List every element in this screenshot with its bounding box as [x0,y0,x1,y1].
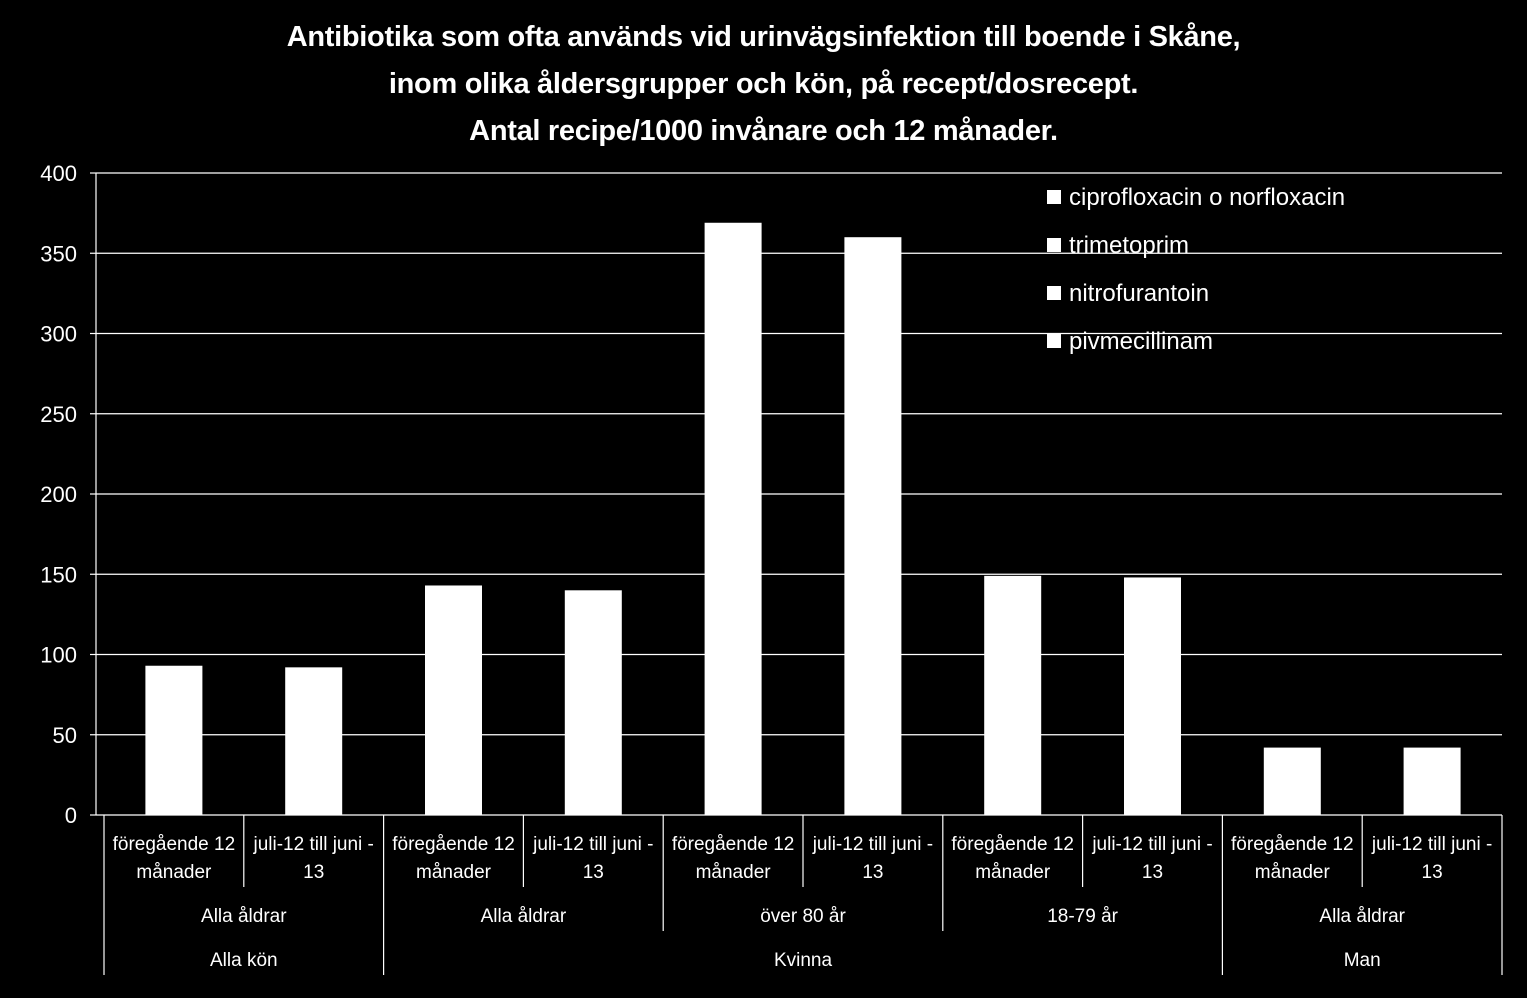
legend-label: ciprofloxacin o norfloxacin [1069,184,1345,211]
x-age-group-label: Alla åldrar [1319,906,1405,927]
x-age-group-label: 18-79 år [1047,906,1118,927]
x-period-label-line1: föregående 12 [113,834,236,855]
x-period-label-line2: 13 [862,862,883,883]
legend-swatch [1047,238,1061,252]
bar [844,237,902,815]
x-period-label-line2: 13 [1142,862,1163,883]
bar [145,665,203,815]
y-tick-label: 50 [53,723,77,748]
y-tick-label: 300 [40,322,77,347]
y-tick-label: 400 [40,161,77,186]
x-age-group-label: över 80 år [760,906,846,927]
title-line-2: inom olika åldersgrupper och kön, på rec… [388,68,1139,100]
bar [984,575,1042,815]
x-sex-group-label: Kvinna [774,950,833,971]
bar [564,590,622,815]
x-sex-group-label: Man [1344,950,1381,971]
y-tick-label: 350 [40,241,77,266]
legend-swatch [1047,334,1061,348]
bar [1263,747,1321,815]
y-tick-label: 150 [40,562,77,587]
x-period-label-line2: månader [136,862,212,883]
x-period-label-line1: juli-12 till juni - [253,834,374,855]
legend-label: nitrofurantoin [1069,280,1209,307]
bar [1403,747,1461,815]
x-age-group-label: Alla åldrar [201,906,287,927]
x-period-label-line1: föregående 12 [392,834,515,855]
title-line-1: Antibiotika som ofta används vid urinväg… [286,21,1241,53]
bar [285,667,343,815]
legend-swatch [1047,286,1061,300]
x-period-label-line2: månader [975,862,1051,883]
bar [425,585,482,815]
x-period-label-line1: juli-12 till juni - [532,834,653,855]
x-period-label-line1: juli-12 till juni - [812,834,933,855]
x-period-label-line2: 13 [303,862,324,883]
x-period-label-line2: 13 [583,862,604,883]
x-period-label-line1: föregående 12 [672,834,795,855]
bar [704,222,762,815]
x-period-label-line1: juli-12 till juni - [1371,834,1492,855]
x-period-label-line1: föregående 12 [1231,834,1354,855]
x-period-label-line2: månader [416,862,492,883]
bar [1124,577,1181,815]
y-tick-label: 100 [40,643,77,668]
legend-label: pivmecillinam [1069,328,1213,355]
x-period-label-line1: föregående 12 [951,834,1074,855]
x-sex-group-label: Alla kön [210,950,278,971]
x-period-label-line1: juli-12 till juni - [1091,834,1212,855]
title-line-3: Antal recipe/1000 invånare och 12 månade… [469,115,1058,147]
x-period-label-line2: månader [1255,862,1331,883]
x-age-group-label: Alla åldrar [481,906,567,927]
chart-title: Antibiotika som ofta används vid urinväg… [0,14,1527,155]
x-period-label-line2: 13 [1422,862,1443,883]
y-tick-label: 200 [40,482,77,507]
y-tick-label: 0 [65,803,77,828]
x-period-label-line2: månader [696,862,772,883]
legend-swatch [1047,190,1061,204]
legend-label: trimetoprim [1069,232,1189,259]
y-tick-label: 250 [40,402,77,427]
